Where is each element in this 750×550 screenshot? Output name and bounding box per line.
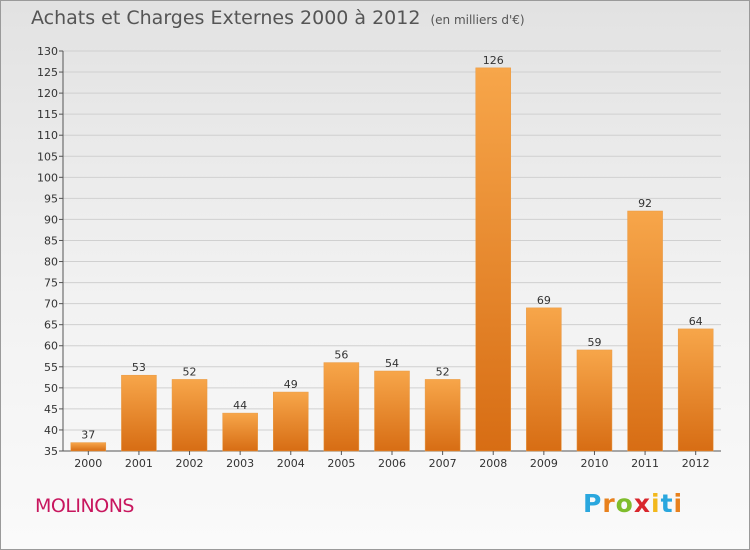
logo-letter: x <box>633 489 651 518</box>
chart-title: Achats et Charges Externes 2000 à 2012 (e… <box>31 7 525 29</box>
bar-value-label: 64 <box>689 315 703 328</box>
bar-value-label: 54 <box>385 357 399 370</box>
y-tick-label: 115 <box>37 108 58 121</box>
y-tick-label: 45 <box>44 403 58 416</box>
y-tick-label: 125 <box>37 66 58 79</box>
bar-value-label: 92 <box>638 197 652 210</box>
x-tick-label: 2002 <box>176 457 204 470</box>
bar <box>475 67 511 452</box>
x-tick-label: 2000 <box>74 457 102 470</box>
logo-letter: r <box>602 489 616 518</box>
y-tick-label: 75 <box>44 277 58 290</box>
logo-letter: P <box>583 489 603 518</box>
bar-value-label: 44 <box>233 399 247 412</box>
bar <box>171 379 208 452</box>
x-tick-label: 2011 <box>631 457 659 470</box>
bar-value-label: 52 <box>436 365 450 378</box>
x-tick-label: 2001 <box>125 457 153 470</box>
y-tick-label: 60 <box>44 340 58 353</box>
bar-value-label: 37 <box>81 429 95 442</box>
bar-value-label: 59 <box>587 336 601 349</box>
y-tick-label: 120 <box>37 87 58 100</box>
x-tick-label: 2004 <box>277 457 305 470</box>
x-tick-label: 2009 <box>530 457 558 470</box>
bar <box>222 412 258 452</box>
y-tick-label: 90 <box>44 213 58 226</box>
commune-name: MOLINONS <box>35 495 134 517</box>
bar <box>374 370 410 452</box>
y-tick-label: 130 <box>37 45 58 58</box>
bar-value-label: 69 <box>537 294 551 307</box>
bar <box>576 349 613 452</box>
logo-letter: o <box>615 489 634 518</box>
bar-value-label: 126 <box>483 54 504 67</box>
y-tick-label: 105 <box>37 150 58 163</box>
chart-title-text: Achats et Charges Externes 2000 à 2012 <box>31 7 421 29</box>
y-tick-label: 80 <box>44 256 58 269</box>
y-tick-label: 110 <box>37 129 58 142</box>
x-tick-label: 2003 <box>226 457 254 470</box>
y-tick-label: 55 <box>44 361 58 374</box>
bar <box>424 379 461 452</box>
bar <box>323 362 360 452</box>
bar <box>273 391 309 452</box>
x-tick-label: 2007 <box>429 457 457 470</box>
bar-value-label: 52 <box>183 365 197 378</box>
bar <box>70 442 107 452</box>
bar-value-label: 49 <box>284 378 298 391</box>
x-tick-label: 2010 <box>580 457 608 470</box>
bar-value-label: 53 <box>132 361 146 374</box>
x-tick-label: 2006 <box>378 457 406 470</box>
bar <box>121 374 157 452</box>
logo-letter: t <box>660 489 674 518</box>
y-tick-label: 100 <box>37 171 58 184</box>
chart-unit: (en milliers d'€) <box>430 13 525 27</box>
y-tick-label: 85 <box>44 234 58 247</box>
y-tick-label: 65 <box>44 319 58 332</box>
x-tick-label: 2008 <box>479 457 507 470</box>
bar <box>677 328 714 452</box>
bar <box>627 210 663 452</box>
y-tick-label: 40 <box>44 424 58 437</box>
bar-value-label: 56 <box>334 349 348 362</box>
y-tick-label: 50 <box>44 382 58 395</box>
logo-letter: i <box>673 489 684 518</box>
proxiti-logo: Proxiti <box>583 489 683 518</box>
bar <box>526 307 562 452</box>
logo-letter: i <box>651 489 661 518</box>
x-tick-label: 2005 <box>327 457 355 470</box>
y-tick-label: 70 <box>44 298 58 311</box>
y-tick-label: 95 <box>44 192 58 205</box>
x-tick-label: 2012 <box>682 457 710 470</box>
y-tick-label: 35 <box>44 445 58 458</box>
